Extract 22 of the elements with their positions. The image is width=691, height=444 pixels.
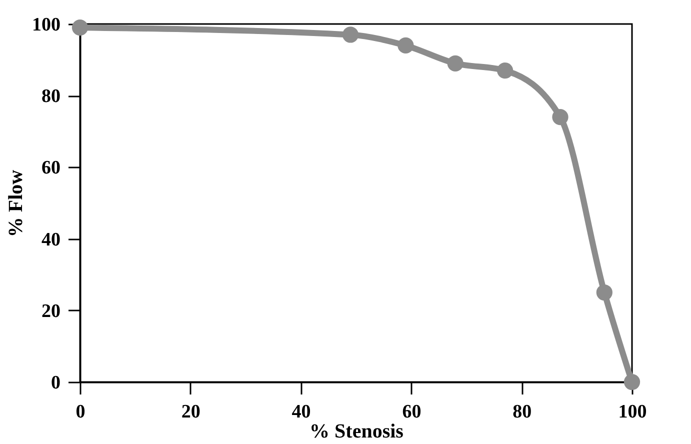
point (398, 37, 414, 54)
x-tick-label: 80 (512, 402, 532, 422)
x-tick-label: 40 (292, 402, 311, 422)
point (342, 26, 359, 43)
point (447, 55, 464, 72)
point (624, 374, 640, 390)
x-tick-label: 100 (618, 402, 647, 422)
y-tick-label: 80 (42, 86, 60, 108)
point (596, 284, 612, 301)
x-axis-title: % Stenosis (310, 420, 404, 442)
x-tick-label: 0 (76, 402, 86, 422)
y-tick-label: 60 (42, 158, 60, 179)
x-tick-label: 20 (181, 402, 200, 422)
y-tick-label: 20 (42, 300, 60, 322)
y-tick-label: 100 (32, 14, 60, 36)
y-axis-title: % Flow (5, 169, 27, 238)
point (72, 20, 88, 36)
x-tick-label: 60 (402, 402, 422, 422)
y-tick-label: 40 (42, 229, 60, 250)
y-tick-label: 0 (51, 372, 60, 394)
point (496, 62, 514, 79)
point (552, 109, 568, 126)
